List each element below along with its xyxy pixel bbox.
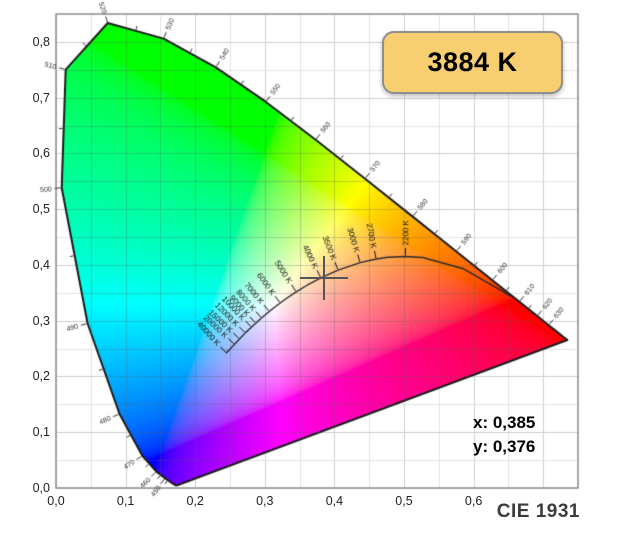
x-axis-tick-label: 0,1 (116, 494, 135, 508)
cct-value: 3884 K (427, 47, 518, 77)
y-axis-tick-label: 0,3 (32, 313, 50, 328)
y-axis-tick-label: 0,7 (32, 90, 50, 105)
x-axis-tick-label: 0,2 (186, 494, 204, 508)
cct-badge: 3884 K (382, 31, 563, 94)
y-axis-tick-label: 0,1 (32, 425, 50, 440)
readout-y: y: 0,376 (473, 437, 536, 456)
x-axis-tick-label: 0,0 (47, 494, 65, 508)
y-axis-tick-label: 0,0 (32, 481, 50, 495)
coordinate-readout: x: 0,385 y: 0,376 (473, 411, 535, 459)
x-axis-tick-label: 0,5 (395, 494, 413, 508)
y-axis-tick-label: 0,8 (32, 34, 50, 49)
chromaticity-marker[interactable] (299, 256, 348, 301)
diagram-title: CIE 1931 (496, 501, 580, 522)
x-axis-tick-label: 0,4 (325, 494, 344, 508)
readout-x: x: 0,385 (473, 413, 536, 432)
y-axis-tick-label: 0,6 (32, 146, 50, 161)
y-axis-tick-label: 0,4 (32, 257, 50, 272)
x-axis-tick-label: 0,3 (256, 494, 274, 508)
y-axis-tick-label: 0,5 (32, 202, 50, 217)
x-axis-tick-label: 0,6 (464, 494, 483, 508)
y-axis-tick-label: 0,2 (32, 369, 50, 384)
